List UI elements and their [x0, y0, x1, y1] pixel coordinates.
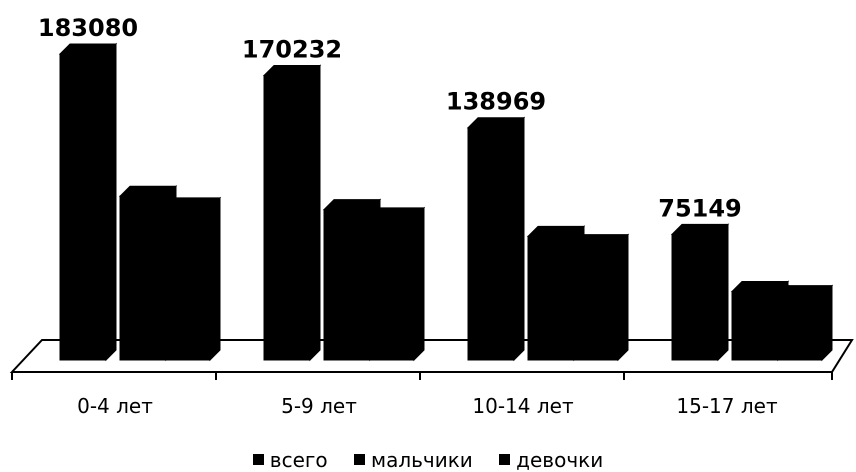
- legend-swatch-boys: [353, 454, 365, 465]
- data-label-2: 138969: [446, 88, 546, 116]
- data-label-0: 183080: [38, 14, 138, 42]
- bar-total-3: [670, 223, 730, 362]
- legend-item-girls: девочки: [499, 449, 603, 471]
- legend-label-boys: мальчики: [370, 447, 473, 472]
- bar-total-2: [466, 116, 526, 362]
- chart-category-labels: 0-4 лет 5-9 лет 10-14 лет 15-17 лет: [77, 394, 778, 418]
- chart-floor: [9, 339, 854, 380]
- data-label-3: 75149: [658, 194, 742, 222]
- bar-total-0: [58, 42, 118, 362]
- legend-label-total: всего: [269, 447, 328, 472]
- category-label-3: 15-17 лет: [676, 394, 778, 418]
- bar-boys-3: [730, 280, 790, 362]
- chart-bars: [58, 42, 834, 362]
- legend-item-boys: мальчики: [353, 447, 473, 472]
- legend-swatch-girls: [499, 454, 511, 465]
- bar-total-1: [262, 64, 322, 362]
- category-label-0: 0-4 лет: [77, 394, 153, 418]
- chart-legend: всего мальчики девочки: [0, 447, 856, 471]
- legend-label-girls: девочки: [516, 447, 604, 472]
- bar-boys-1: [322, 198, 382, 362]
- category-label-1: 5-9 лет: [281, 394, 357, 418]
- bar-boys-2: [526, 225, 586, 362]
- category-label-2: 10-14 лет: [472, 394, 574, 418]
- bar-boys-0: [118, 184, 178, 362]
- chart-data-labels: 183080 170232 138969 75149: [38, 14, 742, 222]
- data-label-1: 170232: [242, 35, 342, 63]
- legend-item-total: всего: [252, 447, 328, 472]
- legend-swatch-total: [252, 454, 264, 465]
